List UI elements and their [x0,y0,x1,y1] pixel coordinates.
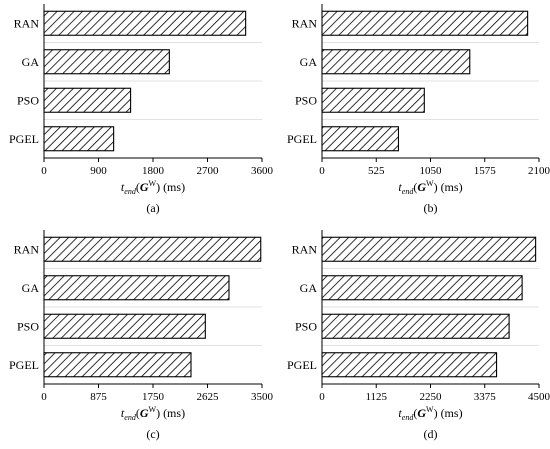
bar-pgel [321,352,498,378]
x-axis-title-part: ) [434,406,438,420]
panel-label: (d) [424,427,438,441]
x-tick-label: 1575 [474,165,497,177]
category-label: RAN [14,242,40,256]
bar-ran [43,10,247,36]
x-tick-label: 3375 [474,391,497,403]
x-tick-label: 1050 [420,165,443,177]
x-axis-title-part: (ms) [160,180,185,194]
chart-panel: RAN GA PSO PGEL 0 875 1750 2625 3500 tend(GW) (ms… [9,230,274,441]
x-axis-title-part: (ms) [160,406,185,420]
x-axis-title-part: W [426,405,434,414]
x-tick-label: 4500 [528,391,550,403]
bar-ran [321,10,529,36]
x-axis-title-part: (ms) [438,406,463,420]
panel-label: (a) [146,201,159,215]
x-tick-label: 1800 [142,165,165,177]
x-tick-label: 3500 [251,391,274,403]
bar-pso [43,87,132,113]
x-tick-label: 0 [41,391,47,403]
x-axis-title: tend(GW) (ms) [398,179,462,196]
chart-panel: RAN GA PSO PGEL 0 900 1800 2700 3600 tend(GW) (ms… [9,4,274,215]
x-axis-title-part: G [417,180,426,194]
bar-ga [321,275,523,301]
x-axis-title-part: ( [136,406,140,420]
x-axis-title-part: t [121,180,125,194]
x-axis-title-part: G [417,406,426,420]
x-axis-title-part: ( [136,180,140,194]
x-axis-title-part: ) [434,180,438,194]
bar-ga [43,275,230,301]
x-axis-title-part: ) [156,180,160,194]
x-axis-title: tend(GW) (ms) [121,179,185,196]
category-label: RAN [292,16,318,30]
bar-ran [321,236,537,262]
category-label: GA [300,55,318,69]
x-tick-label: 875 [90,391,107,403]
x-axis-title-part: t [398,406,402,420]
bar-ga [43,49,170,75]
category-label: PGEL [287,132,317,146]
bar-ran [43,236,262,262]
x-axis-title-part: end [124,413,137,422]
x-axis-title-part: ( [413,180,417,194]
x-axis-title-part: W [426,179,434,188]
category-label: PSO [295,319,317,333]
x-tick-label: 2625 [197,391,220,403]
category-label: RAN [14,16,40,30]
category-label: GA [22,55,40,69]
category-label: GA [300,281,318,295]
category-label: RAN [292,242,318,256]
bar-pso [321,313,510,339]
chart-panel: RAN GA PSO PGEL 0 525 1050 1575 2100 tend(GW) (ms… [287,4,550,215]
panel-label: (c) [146,427,159,441]
category-label: PSO [17,319,39,333]
x-axis-title-part: W [149,405,157,414]
x-tick-label: 0 [319,391,325,403]
bar-pgel [321,126,400,152]
category-label: PGEL [9,358,39,372]
x-tick-label: 1750 [142,391,165,403]
bar-pso [321,87,425,113]
x-axis-title-part: t [121,406,125,420]
category-label: PGEL [9,132,39,146]
x-axis-title-part: ) [156,406,160,420]
category-label: PSO [17,93,39,107]
x-axis-title-part: G [140,180,149,194]
x-tick-label: 0 [41,165,47,177]
bar-pgel [43,352,192,378]
bar-pso [43,313,206,339]
x-axis-title-part: (ms) [438,180,463,194]
panel-label: (b) [424,201,438,215]
category-label: GA [22,281,40,295]
x-tick-label: 2100 [528,165,550,177]
category-label: PSO [295,93,317,107]
x-tick-label: 1125 [365,391,387,403]
x-tick-label: 900 [90,165,107,177]
x-axis-title-part: end [402,413,415,422]
x-axis-title-part: W [149,179,157,188]
x-tick-label: 2250 [420,391,443,403]
category-label: PGEL [287,358,317,372]
x-axis-title: tend(GW) (ms) [398,405,462,422]
chart-panel: RAN GA PSO PGEL 0 1125 2250 3375 4500 tend(GW) (m… [287,230,550,441]
x-tick-label: 525 [368,165,385,177]
x-axis-title-part: ( [413,406,417,420]
x-axis-title-part: end [402,187,415,196]
bar-ga [321,49,471,75]
x-axis-title-part: end [124,187,137,196]
x-axis-title-part: G [140,406,149,420]
x-axis-title: tend(GW) (ms) [121,405,185,422]
x-tick-label: 3600 [251,165,274,177]
bar-pgel [43,126,115,152]
x-tick-label: 2700 [197,165,220,177]
x-axis-title-part: t [398,180,402,194]
x-tick-label: 0 [319,165,325,177]
